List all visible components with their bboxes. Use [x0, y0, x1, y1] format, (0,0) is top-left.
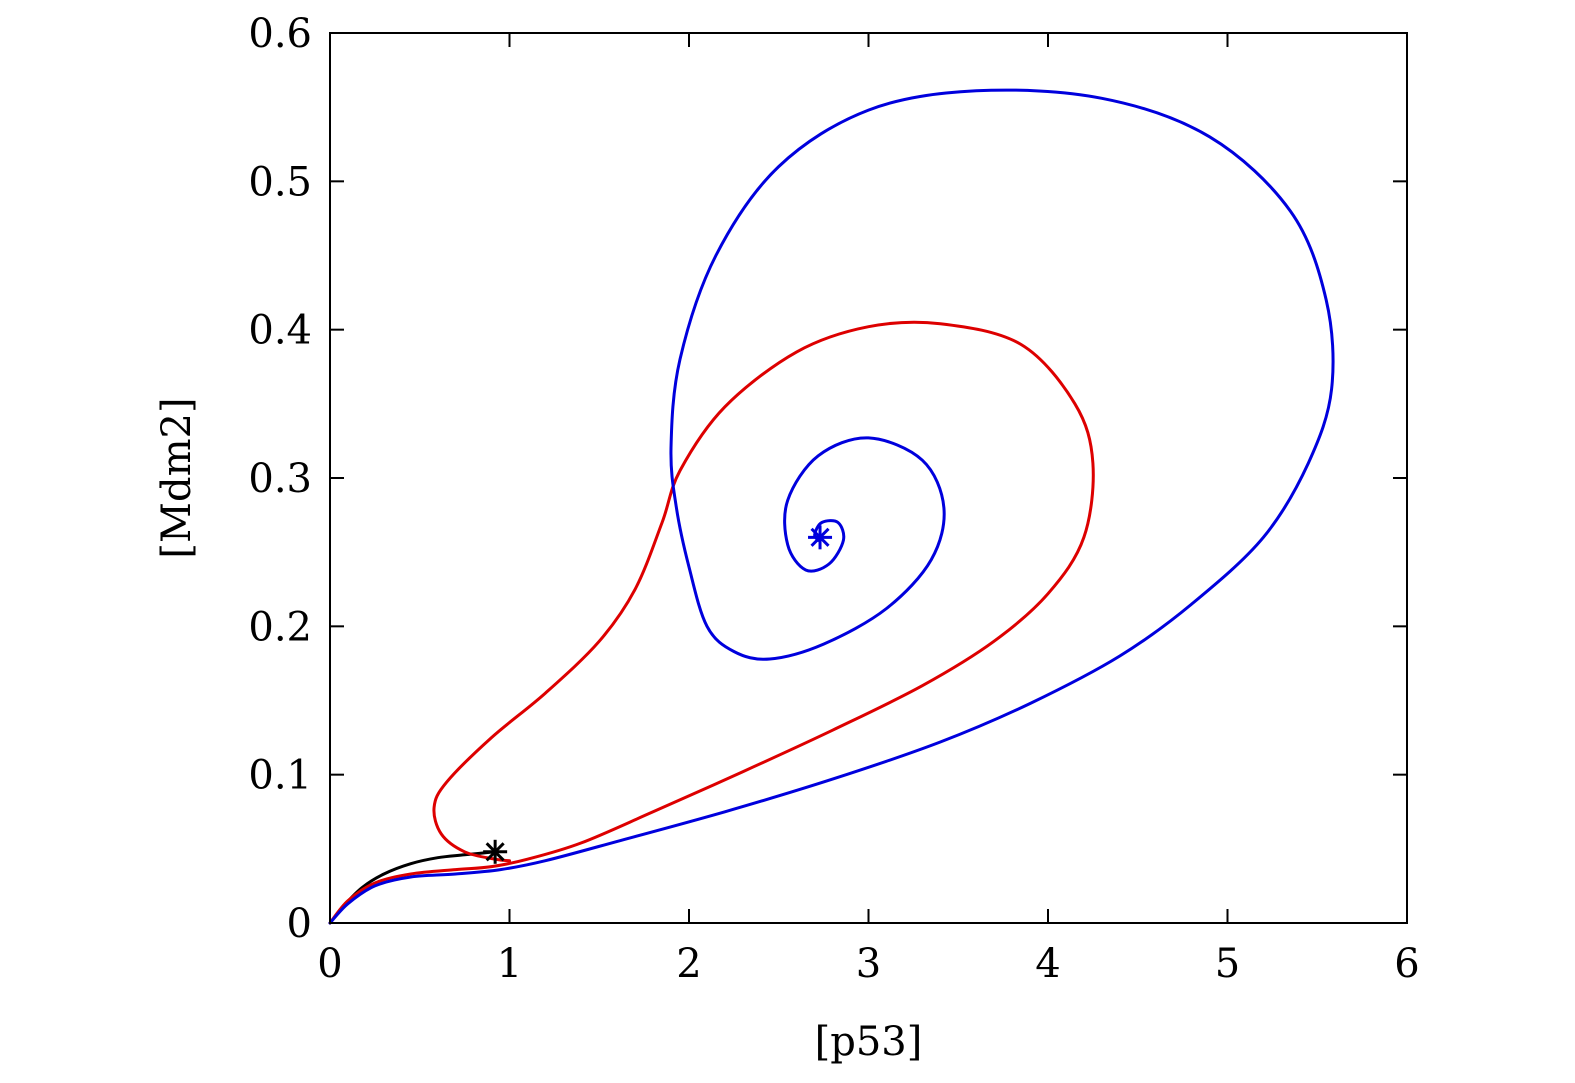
steady-state-marker-1 — [483, 839, 508, 864]
y-tick-label: 0.5 — [248, 159, 312, 205]
y-tick-label: 0.6 — [248, 11, 312, 57]
x-tick-label: 4 — [1035, 941, 1060, 987]
steady-state-marker-2 — [808, 525, 833, 550]
trajectory-line-2 — [328, 320, 1095, 925]
y-tick-label: 0.1 — [248, 753, 312, 799]
x-axis-label: [p53] — [815, 1019, 923, 1065]
trajectory-line-3 — [328, 88, 1335, 925]
x-tick-label: 5 — [1215, 941, 1240, 987]
plot-marks — [328, 88, 1335, 925]
y-tick-label: 0.2 — [248, 604, 312, 650]
y-axis-label: [Mdm2] — [154, 397, 200, 558]
x-tick-label: 2 — [676, 941, 701, 987]
y-tick-label: 0.3 — [248, 456, 312, 502]
y-tick-label: 0 — [287, 901, 312, 947]
x-tick-label: 3 — [856, 941, 881, 987]
x-tick-label: 1 — [497, 941, 522, 987]
x-tick-label: 0 — [317, 941, 342, 987]
axis-ticks: 0 1 2 3 4 5 6 0 0.1 0.2 0.3 0.4 0.5 0.6 — [248, 11, 1419, 987]
trajectory-line-1 — [328, 850, 497, 925]
y-tick-label: 0.4 — [248, 308, 312, 354]
x-tick-label: 6 — [1394, 941, 1419, 987]
plot-frame — [329, 32, 1408, 924]
